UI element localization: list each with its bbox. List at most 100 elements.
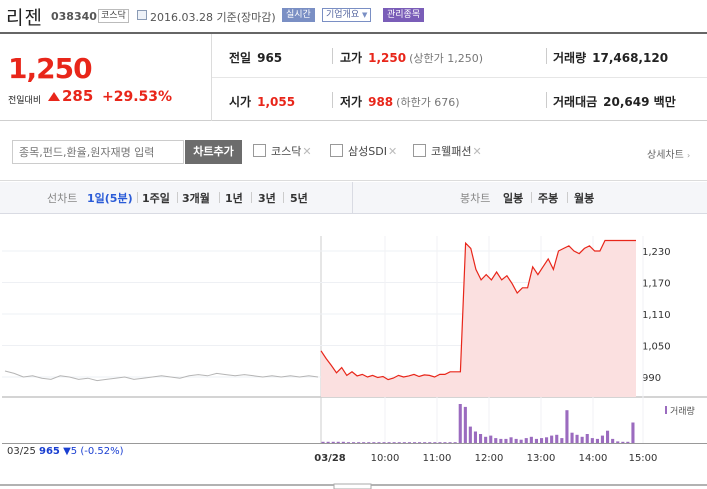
volume-bar — [631, 422, 635, 443]
remove-icon[interactable]: ✕ — [302, 145, 312, 158]
volume-bar — [468, 426, 472, 443]
volume-bar — [514, 438, 518, 443]
remove-icon[interactable]: ✕ — [472, 145, 482, 158]
volume-bar — [372, 442, 376, 443]
compare-search-input[interactable] — [12, 140, 184, 164]
remove-icon[interactable]: ✕ — [387, 145, 398, 158]
y-tick-label: 1,230 — [642, 247, 671, 258]
divider — [251, 192, 252, 203]
change-value: 285 — [48, 87, 93, 105]
volume-bar — [494, 438, 498, 443]
volume-bar — [392, 442, 396, 443]
volume-bar — [413, 442, 417, 443]
low-cell: 저가 988 (하한가 676) — [340, 93, 460, 110]
prev-close-cell: 전일 965 — [229, 49, 282, 66]
open-cell: 시가 1,055 — [229, 93, 295, 110]
volume-bar — [590, 438, 594, 443]
x-tick-label: 13:00 — [527, 453, 556, 464]
detail-chart-link[interactable]: 상세차트 › — [647, 146, 690, 161]
company-overview-label: 기업개요 — [326, 10, 360, 20]
chevron-down-icon: ▼ — [362, 11, 368, 19]
tab-daily[interactable]: 일봉 — [503, 192, 524, 205]
volume-bar — [357, 442, 361, 443]
realtime-button[interactable]: 실시간 — [282, 8, 315, 22]
high-cell: 고가 1,250 (상한가 1,250) — [340, 49, 483, 66]
volume-bar — [448, 442, 452, 443]
tab-1year[interactable]: 1년 — [225, 192, 243, 205]
tab-3month[interactable]: 3개월 — [182, 192, 210, 205]
volume-value: 17,468,120 — [592, 51, 669, 65]
prev-close-value: 965 — [257, 51, 283, 65]
scroll-handle — [333, 483, 372, 489]
volume-bar — [443, 442, 447, 443]
volume-bar — [534, 438, 538, 443]
x-tick-label: 11:00 — [423, 453, 452, 464]
volume-bar — [550, 435, 554, 443]
tab-5year[interactable]: 5년 — [290, 192, 308, 205]
divider — [332, 92, 333, 108]
checkbox[interactable] — [413, 144, 426, 157]
volume-bar — [580, 436, 584, 443]
price-chart[interactable]: 1,230 1,170 1,110 1,050 990 거래량 03/28 10:00 11:0… — [0, 214, 707, 489]
compare-option-kosdaq[interactable]: 코스닥✕ — [253, 143, 312, 161]
volume-bar — [600, 435, 604, 443]
volume-bar — [438, 442, 442, 443]
volume-bar — [341, 441, 345, 443]
company-overview-button[interactable]: 기업개요 ▼ — [322, 8, 372, 22]
volume-bar — [387, 442, 391, 443]
volume-bar — [606, 430, 610, 443]
change-amount: 285 — [62, 87, 94, 105]
volume-bar — [519, 439, 523, 443]
lower-limit: (하한가 676) — [396, 96, 460, 109]
divider — [177, 192, 178, 203]
volume-bar — [402, 442, 406, 443]
stock-name: 리젠 — [6, 7, 43, 29]
prev-day-summary: 03/25 965 ▼5 (-0.52%) — [7, 446, 124, 457]
volume-bar — [382, 442, 386, 443]
volume-bar — [377, 442, 381, 443]
y-tick-label: 990 — [642, 373, 661, 384]
checkbox[interactable] — [253, 144, 266, 157]
volume-bar — [529, 436, 533, 443]
add-chart-button[interactable]: 차트추가 — [185, 140, 242, 164]
checkbox[interactable] — [330, 144, 343, 157]
volume-bar — [585, 434, 589, 443]
upper-limit: (상한가 1,250) — [409, 52, 483, 65]
volume-bar — [453, 442, 457, 443]
tab-monthly[interactable]: 월봉 — [574, 192, 595, 205]
x-tick-label: 14:00 — [579, 453, 608, 464]
volume-bar — [336, 441, 340, 443]
volume-bar — [509, 437, 513, 443]
volume-bar — [423, 442, 427, 443]
y-tick-label: 1,050 — [642, 342, 671, 353]
low-label: 저가 — [340, 95, 363, 109]
volume-bar — [367, 442, 371, 443]
current-price: 1,250 — [8, 52, 93, 85]
tab-weekly[interactable]: 주봉 — [538, 192, 559, 205]
volume-bar — [565, 410, 569, 443]
prev-day-change-pct: (-0.52%) — [80, 446, 124, 457]
tab-3year[interactable]: 3년 — [258, 192, 276, 205]
tab-1week[interactable]: 1주일 — [142, 192, 170, 205]
quote-panel: 1,250 전일대비 285 +29.53% 전일 965 고가 1,250 (상한가… — [0, 32, 707, 121]
volume-bar — [407, 442, 411, 443]
volume-bar — [352, 442, 356, 443]
calendar-icon — [137, 10, 147, 20]
volume-bar — [570, 432, 574, 443]
volume-bar — [611, 438, 615, 443]
low-value: 988 — [368, 95, 394, 109]
volume-bar — [346, 442, 350, 443]
compare-option-cowell[interactable]: 코웰패션✕ — [413, 143, 482, 161]
managed-stock-badge[interactable]: 관리종목 — [383, 8, 425, 22]
tab-1day[interactable]: 1일(5분) — [87, 192, 133, 205]
amount-label: 거래대금 — [553, 95, 598, 109]
volume-bar — [575, 434, 579, 443]
compare-option-samsung-sdi[interactable]: 삼성SDI✕ — [330, 143, 397, 161]
prev-close-label: 전일 — [229, 51, 252, 65]
divider — [546, 48, 547, 64]
volume-bar — [397, 442, 401, 443]
tabs-divider — [352, 182, 353, 214]
compare-option-label: 삼성SDI — [348, 145, 387, 158]
compare-option-label: 코스닥 — [271, 145, 302, 158]
x-tick-label: 12:00 — [475, 453, 504, 464]
